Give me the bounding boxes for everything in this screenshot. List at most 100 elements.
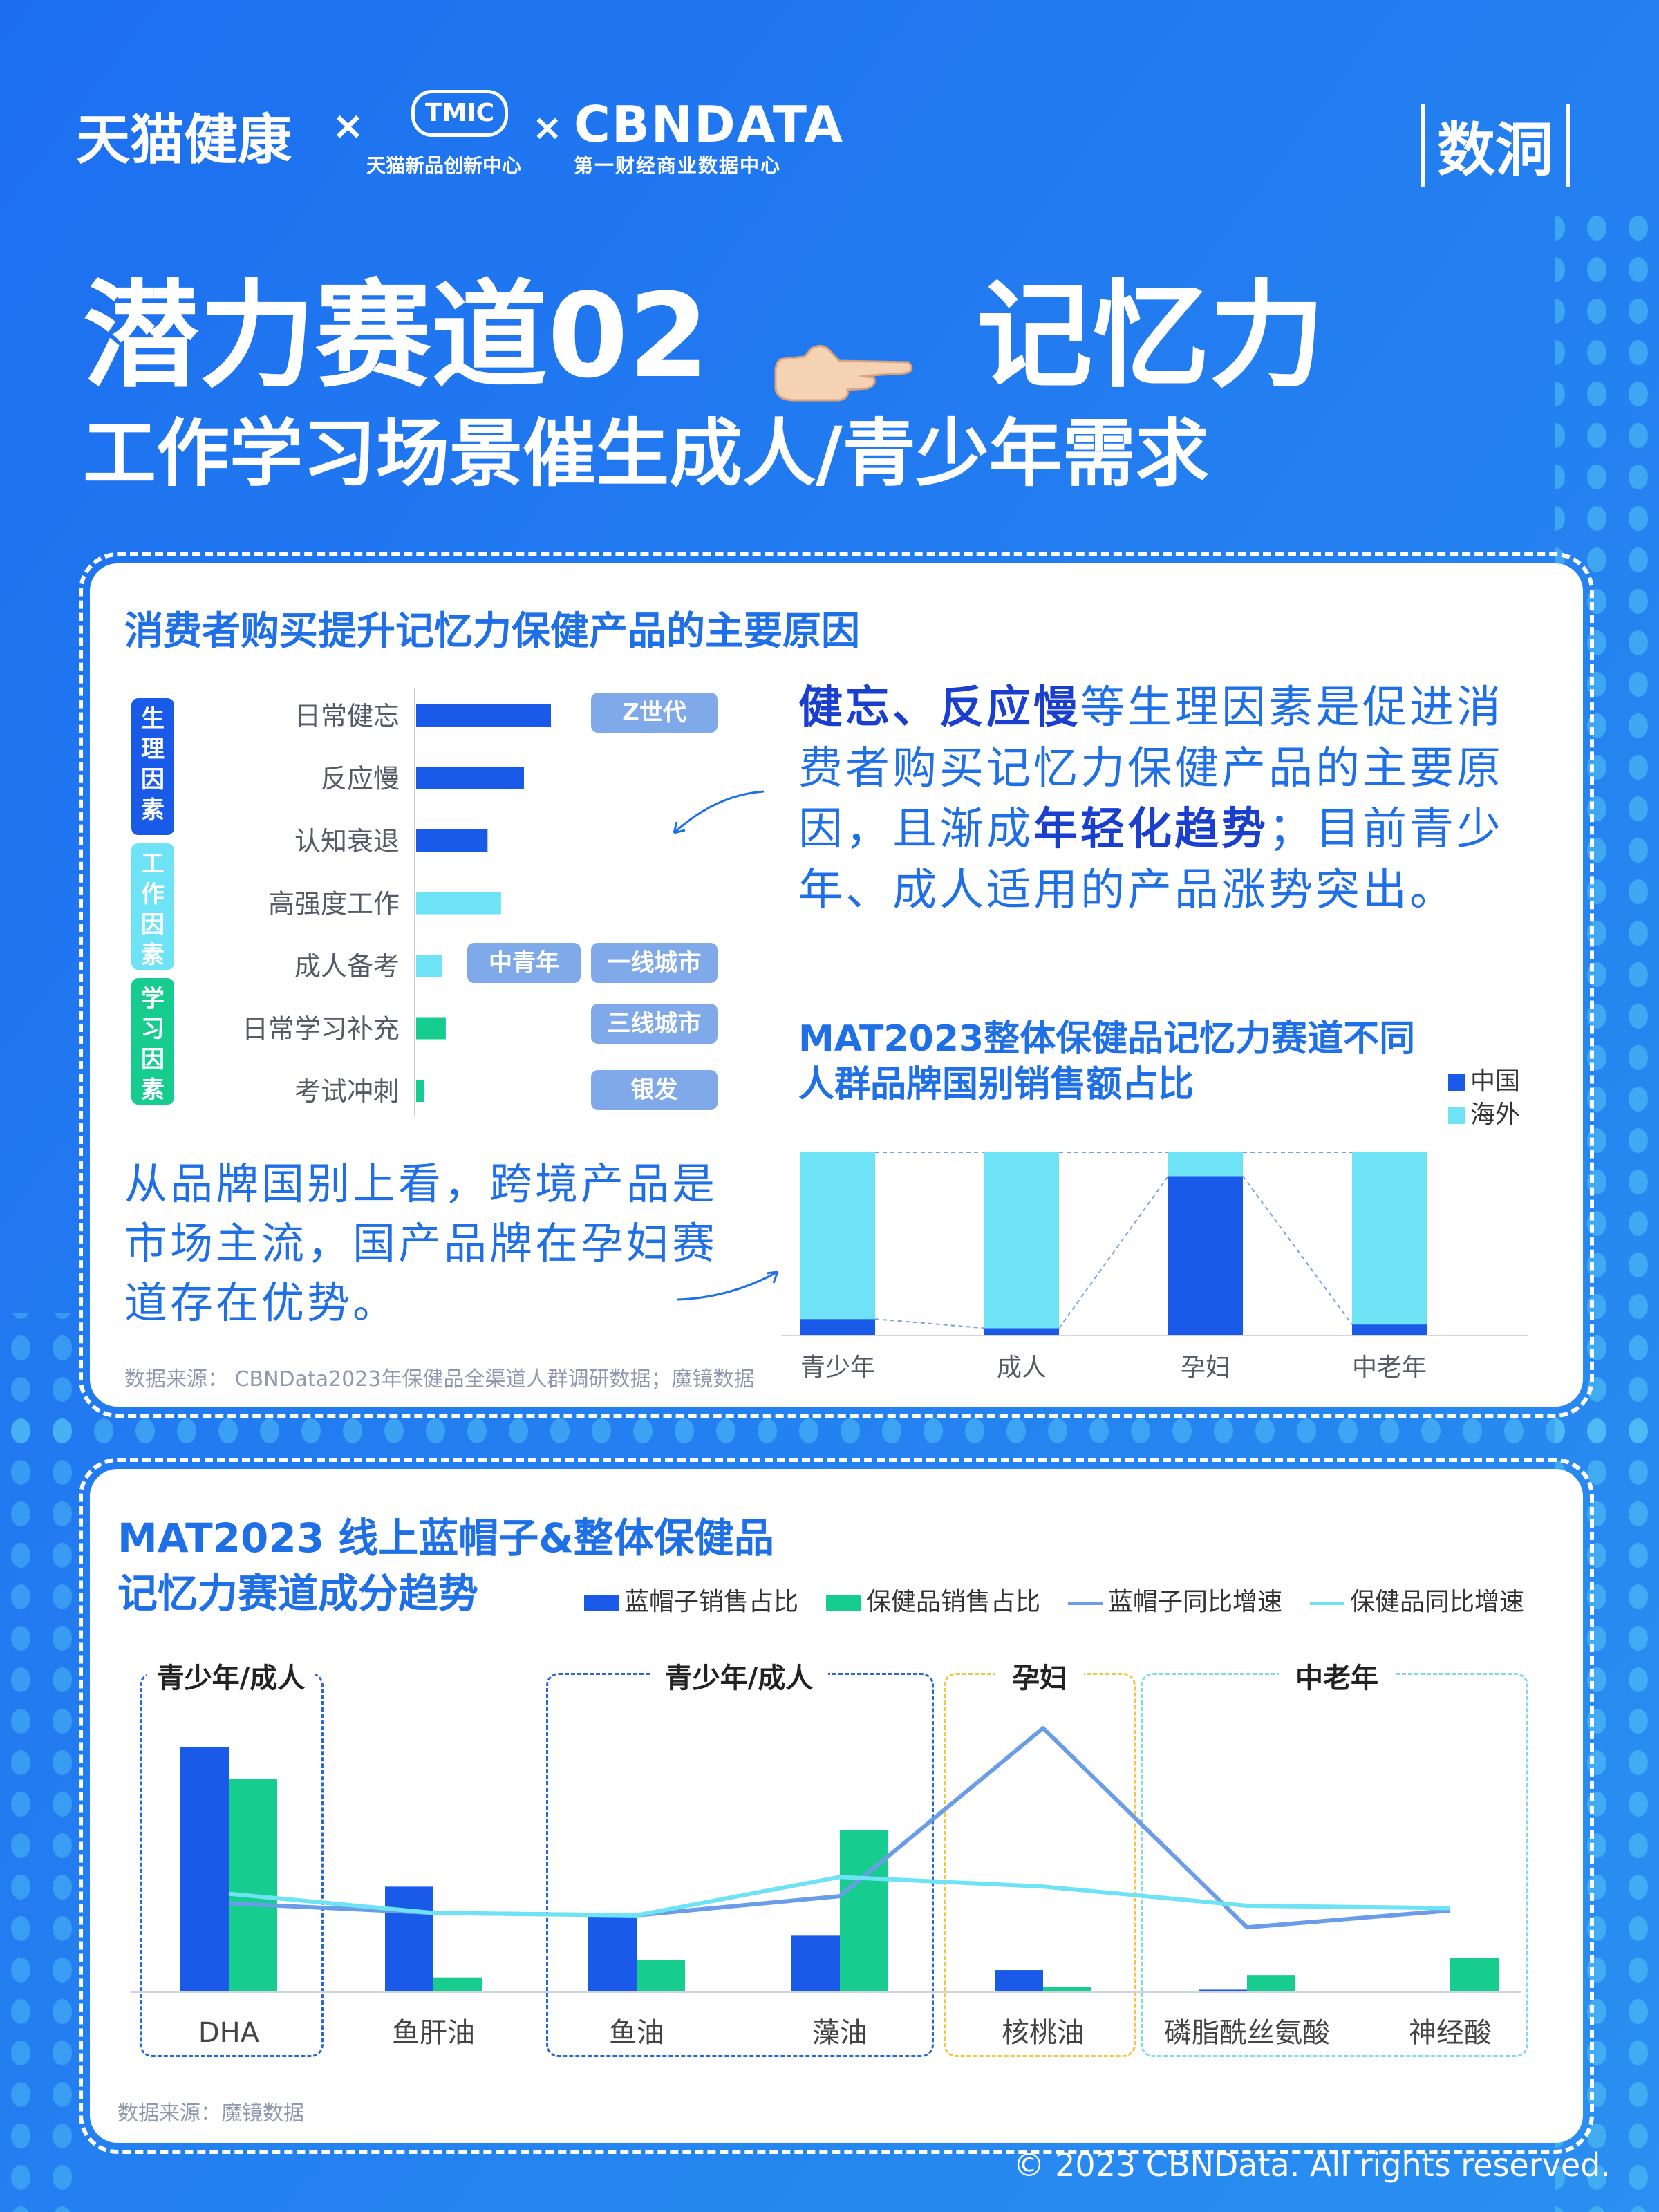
stacked-segment xyxy=(1168,1176,1243,1335)
connector-line xyxy=(874,1318,985,1329)
bar xyxy=(385,1886,433,1992)
x-tick-label: DHA xyxy=(198,2017,260,2049)
insight-body-1: 等生理因素是促进消费者购买记忆力保健产品的主要原因，且渐成 xyxy=(798,682,1503,855)
stacked-svg: 青少年 成人 孕妇 中老年 xyxy=(781,1152,1528,1382)
page-title-left: 潜力赛道02 xyxy=(83,268,709,404)
bar-label: 日常学习补充 xyxy=(242,1014,400,1044)
stacked-segment xyxy=(1168,1152,1243,1177)
insight-highlight-2: 年轻化趋势 xyxy=(1033,804,1268,855)
bar-label: 反应慢 xyxy=(321,764,400,794)
stacked-segment xyxy=(800,1152,875,1320)
legend-china: 中国 xyxy=(1448,1061,1520,1097)
insight-highlight-1: 健忘、反应慢 xyxy=(798,682,1080,733)
origin-chart-title: MAT2023整体保健品记忆力赛道不同人群品牌国别销售额占比 xyxy=(798,1018,1416,1105)
stacked-segment xyxy=(1352,1324,1427,1335)
bar xyxy=(416,767,524,789)
bar xyxy=(180,1747,229,1992)
connector-line xyxy=(1242,1175,1353,1325)
bar-label: 日常健忘 xyxy=(294,701,400,731)
ingredient-card-title-2: 记忆力赛道成分趋势 xyxy=(118,1570,479,1617)
group-label-teen-adult-2: 青少年/成人 xyxy=(650,1656,828,1696)
group-label-elderly: 中老年 xyxy=(1279,1656,1395,1696)
bar xyxy=(1450,1958,1499,1992)
ingredient-card-title-1: MAT2023 线上蓝帽子&整体保健品 xyxy=(118,1515,774,1562)
bar xyxy=(416,1080,424,1102)
stacked-segment xyxy=(1352,1152,1427,1325)
logo-tmic-badge: TMIC xyxy=(411,90,508,137)
x-tick-label: 青少年 xyxy=(800,1353,875,1382)
logo-tmall-health: 天猫健康 xyxy=(76,109,292,171)
bar xyxy=(995,1970,1043,1992)
x-tick-label: 成人 xyxy=(997,1353,1047,1382)
stacked-segment xyxy=(984,1328,1059,1335)
bar-label: 考试冲刺 xyxy=(294,1076,400,1107)
page-subtitle: 工作学习场景催生成人/青少年需求 xyxy=(83,411,1209,496)
tag-gen-z: Z世代 xyxy=(591,693,718,733)
origin-stacked-chart: 青少年 成人 孕妇 中老年 xyxy=(781,1134,1528,1389)
bar xyxy=(433,1977,482,1992)
x-tick-label: 鱼肝油 xyxy=(392,2017,475,2049)
bar-label: 认知衰退 xyxy=(294,826,400,856)
bar xyxy=(416,955,442,977)
bar xyxy=(416,1017,446,1040)
legend-overseas: 海外 xyxy=(1448,1094,1520,1130)
insight-body-2: ；目前青少年、成人适用的产品涨势突出。 xyxy=(798,804,1503,916)
x-tick-label: 藻油 xyxy=(812,2017,868,2049)
ingredient-card-source: 数据来源：魔镜数据 xyxy=(118,2101,304,2126)
x-tick-label: 核桃油 xyxy=(1002,2017,1085,2049)
group-label-teen-adult-1: 青少年/成人 xyxy=(147,1656,315,1696)
connector-line xyxy=(1058,1175,1169,1329)
legend-bluehat-share: 蓝帽子销售占比 xyxy=(584,1582,798,1618)
pointing-hand-icon xyxy=(763,303,922,402)
stacked-segment xyxy=(984,1152,1059,1329)
bar xyxy=(416,892,501,915)
x-tick-label: 磷脂酰丝氨酸 xyxy=(1164,2017,1330,2049)
bar-label: 成人备考 xyxy=(294,951,400,982)
logo-tmic: TMIC xyxy=(387,90,532,145)
bar xyxy=(637,1960,685,1992)
arrow-curve-icon xyxy=(673,790,765,834)
legend-bluehat-growth: 蓝帽子同比增速 xyxy=(1068,1582,1282,1618)
page-title: 潜力赛道02 记忆力 xyxy=(83,242,1325,410)
logo-cbndata-subtitle: 第一财经商业数据中心 xyxy=(574,154,782,177)
bar xyxy=(1199,1989,1247,1992)
brand-origin-text: 从品牌国别上看，跨境产品是市场主流，国产品牌在孕妇赛道存在优势。 xyxy=(124,1159,718,1328)
bar xyxy=(791,1936,840,1992)
stacked-segment xyxy=(800,1319,875,1335)
x-tick-label: 鱼油 xyxy=(609,2017,664,2049)
copyright: © 2023 CBNData. All rights reserved. xyxy=(1013,2146,1611,2184)
tag-middle-young: 中青年 xyxy=(467,943,581,983)
group-label-pregnant: 孕妇 xyxy=(995,1656,1084,1696)
bar xyxy=(416,830,488,852)
x-tick-label: 神经酸 xyxy=(1409,2017,1492,2049)
x-tick-label: 中老年 xyxy=(1352,1353,1427,1382)
ingredient-card xyxy=(79,1458,1594,2154)
bar xyxy=(1247,1975,1295,1992)
x-tick-label: 孕妇 xyxy=(1181,1353,1230,1382)
category-study: 学习因素 xyxy=(131,978,174,1105)
tag-tier3-city: 三线城市 xyxy=(591,1004,718,1044)
category-physiological: 生理因素 xyxy=(131,698,174,835)
separator-x: × xyxy=(332,104,364,149)
legend-health-growth: 保健品同比增速 xyxy=(1310,1582,1524,1618)
ingredient-combo-chart: DHA 鱼肝油 鱼油 藻油 核桃油 磷脂酰丝氨酸 神经酸 xyxy=(124,1687,1562,2060)
reasons-card-title: 消费者购买提升记忆力保健产品的主要原因 xyxy=(124,609,860,654)
arrow-curve-icon-2 xyxy=(677,1271,779,1301)
legend-health-share: 保健品销售占比 xyxy=(826,1582,1040,1618)
tag-silver: 银发 xyxy=(591,1070,718,1110)
bar xyxy=(840,1830,888,1992)
combo-svg: DHA 鱼肝油 鱼油 藻油 核桃油 磷脂酰丝氨酸 神经酸 xyxy=(131,1726,1521,2049)
logo-shudong: 数洞 xyxy=(1421,104,1571,187)
reasons-bar-chart: 日常健忘 反应慢 认知衰退 高强度工作 成人备考 日常学习补充 考试冲刺 xyxy=(200,684,753,1127)
separator-x-2: × xyxy=(532,107,563,149)
bar xyxy=(1043,1987,1091,1992)
bar xyxy=(588,1915,637,1992)
logo-tmic-subtitle: 天猫新品创新中心 xyxy=(366,154,522,177)
logo-cbndata: CBNDATA xyxy=(574,95,845,153)
reasons-card-source: 数据来源： CBNData2023年保健品全渠道人群调研数据；魔镜数据 xyxy=(124,1367,755,1391)
bar xyxy=(229,1779,277,1992)
bar xyxy=(416,704,551,727)
page-title-right: 记忆力 xyxy=(976,268,1325,404)
tag-tier1-city: 一线城市 xyxy=(591,943,718,983)
